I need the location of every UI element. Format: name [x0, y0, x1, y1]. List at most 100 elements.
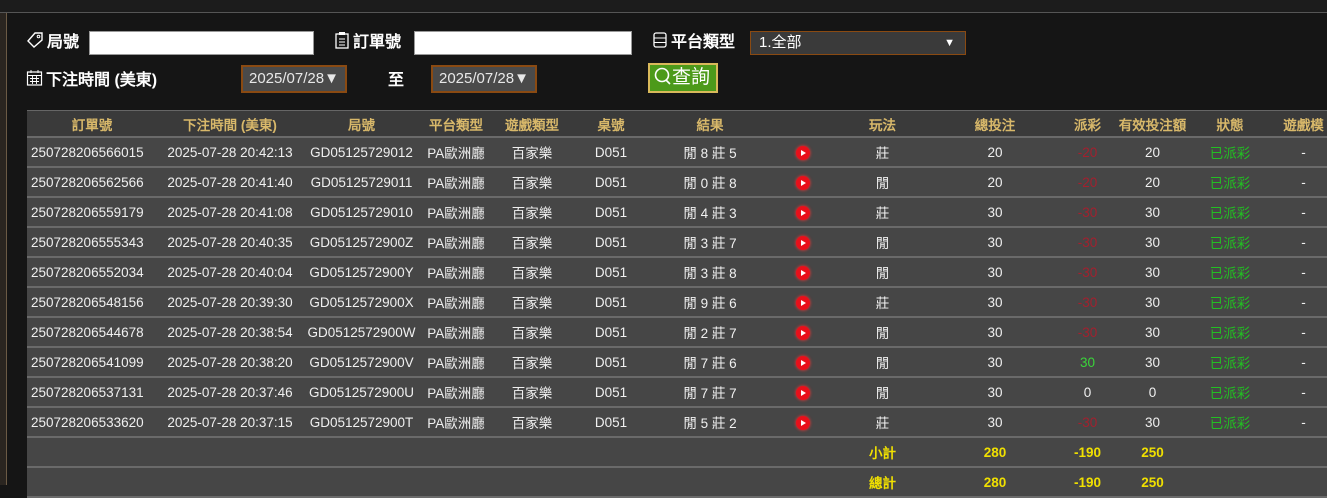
- query-button[interactable]: 查詢: [648, 63, 718, 93]
- cell-game-type: 百家樂: [492, 317, 572, 348]
- replay-cell: [770, 227, 835, 258]
- cell-status: 已派彩: [1190, 287, 1270, 318]
- cell-payout: -30: [1060, 317, 1115, 348]
- cell-table-no: D051: [572, 197, 650, 228]
- cell-game-type: 百家樂: [492, 377, 572, 408]
- total-valid: 250: [1115, 467, 1190, 498]
- cell-result: 閒 8 莊 5: [650, 137, 770, 168]
- cell-game-mode: -: [1270, 167, 1327, 198]
- order-input[interactable]: [414, 31, 632, 55]
- header-play-type: 玩法: [835, 110, 930, 138]
- header-table-no: 桌號: [572, 110, 650, 138]
- platform-label-text: 平台類型: [671, 34, 736, 51]
- play-video-icon[interactable]: [795, 385, 810, 400]
- cell-order-no: 250728206548156: [27, 287, 157, 318]
- query-button-label: 查詢: [672, 67, 711, 88]
- cell-game-mode: -: [1270, 227, 1327, 258]
- cell-game-type: 百家樂: [492, 197, 572, 228]
- platform-label: 平台類型: [652, 28, 735, 52]
- cell-table-no: D051: [572, 287, 650, 318]
- replay-cell: [770, 287, 835, 318]
- platform-select[interactable]: 1.全部 ▼: [750, 31, 966, 55]
- play-video-icon[interactable]: [795, 205, 810, 220]
- cell-platform: PA歐洲廳: [420, 287, 492, 318]
- cell-table-no: D051: [572, 167, 650, 198]
- cell-table-no: D051: [572, 137, 650, 168]
- cell-round-no: GD0512572900T: [303, 407, 420, 438]
- cell-total-bet: 30: [930, 287, 1060, 318]
- cell-payout: 30: [1060, 347, 1115, 378]
- header-order-no: 訂單號: [27, 110, 157, 138]
- cell-status: 已派彩: [1190, 407, 1270, 438]
- calendar-icon: [26, 70, 43, 86]
- play-video-icon[interactable]: [795, 415, 810, 430]
- total-label: 總計: [835, 467, 930, 498]
- orders-table: 訂單號 下注時間 (美東) 局號 平台類型 遊戲類型 桌號 結果 玩法 總投注 派彩 有效投注額 狀態…: [27, 110, 1327, 498]
- empty-cell: [1270, 467, 1327, 498]
- cell-bet-time: 2025-07-28 20:39:30: [157, 287, 303, 318]
- empty-cell: [1270, 437, 1327, 468]
- date-from-picker[interactable]: 2025/07/28▼: [241, 65, 347, 93]
- cell-status: 已派彩: [1190, 317, 1270, 348]
- cell-table-no: D051: [572, 257, 650, 288]
- replay-cell: [770, 137, 835, 168]
- subtotal-label: 小計: [835, 437, 930, 468]
- empty-cell: [1190, 437, 1270, 468]
- empty-cell: [572, 437, 650, 468]
- cell-platform: PA歐洲廳: [420, 167, 492, 198]
- play-video-icon[interactable]: [795, 265, 810, 280]
- replay-cell: [770, 407, 835, 438]
- subtotal-payout: -190: [1060, 437, 1115, 468]
- cell-bet-time: 2025-07-28 20:38:20: [157, 347, 303, 378]
- play-video-icon[interactable]: [795, 145, 810, 160]
- time-label: 下注時間 (美東): [26, 66, 157, 90]
- cell-payout: -30: [1060, 287, 1115, 318]
- cell-total-bet: 30: [930, 317, 1060, 348]
- play-video-icon[interactable]: [795, 355, 810, 370]
- cell-result: 閒 7 莊 7: [650, 377, 770, 408]
- cell-play-type: 閒: [835, 167, 930, 198]
- cell-game-type: 百家樂: [492, 137, 572, 168]
- cell-valid-bet: 30: [1115, 287, 1190, 318]
- cell-valid-bet: 30: [1115, 257, 1190, 288]
- header-valid-bet: 有效投注額: [1115, 110, 1190, 138]
- round-input[interactable]: [89, 31, 314, 55]
- header-game-type: 遊戲類型: [492, 110, 572, 138]
- play-video-icon[interactable]: [795, 175, 810, 190]
- cell-order-no: 250728206537131: [27, 377, 157, 408]
- cell-game-mode: -: [1270, 377, 1327, 408]
- cell-round-no: GD0512572900V: [303, 347, 420, 378]
- play-video-icon[interactable]: [795, 325, 810, 340]
- cell-payout: -20: [1060, 137, 1115, 168]
- cell-order-no: 250728206559179: [27, 197, 157, 228]
- total-bet: 280: [930, 467, 1060, 498]
- play-video-icon[interactable]: [795, 235, 810, 250]
- cell-play-type: 莊: [835, 407, 930, 438]
- play-video-icon[interactable]: [795, 295, 810, 310]
- cell-valid-bet: 30: [1115, 197, 1190, 228]
- header-status: 狀態: [1190, 110, 1270, 138]
- cell-bet-time: 2025-07-28 20:41:08: [157, 197, 303, 228]
- cell-play-type: 莊: [835, 287, 930, 318]
- empty-cell: [770, 437, 835, 468]
- cell-round-no: GD0512572900W: [303, 317, 420, 348]
- cell-result: 閒 5 莊 2: [650, 407, 770, 438]
- cell-round-no: GD05125729012: [303, 137, 420, 168]
- cell-total-bet: 30: [930, 347, 1060, 378]
- table-row: 250728206537131 2025-07-28 20:37:46 GD0512…: [27, 377, 1327, 408]
- table-row: 250728206559179 2025-07-28 20:41:08 GD0512…: [27, 197, 1327, 228]
- cell-game-type: 百家樂: [492, 407, 572, 438]
- search-icon: [654, 67, 671, 85]
- cell-valid-bet: 30: [1115, 227, 1190, 258]
- cell-total-bet: 20: [930, 167, 1060, 198]
- cell-game-mode: -: [1270, 317, 1327, 348]
- empty-cell: [157, 437, 303, 468]
- cell-valid-bet: 0: [1115, 377, 1190, 408]
- date-to-picker[interactable]: 2025/07/28▼: [431, 65, 537, 93]
- cell-play-type: 莊: [835, 137, 930, 168]
- cell-result: 閒 9 莊 6: [650, 287, 770, 318]
- order-label: 訂單號: [334, 28, 401, 52]
- cell-platform: PA歐洲廳: [420, 317, 492, 348]
- cell-round-no: GD0512572900Z: [303, 227, 420, 258]
- cell-platform: PA歐洲廳: [420, 257, 492, 288]
